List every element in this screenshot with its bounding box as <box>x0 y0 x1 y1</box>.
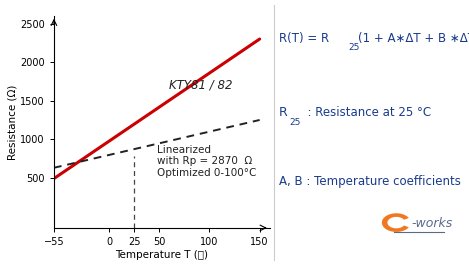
Text: -works: -works <box>411 217 453 230</box>
Text: Linearized
with Rp = 2870  Ω
Optimized 0-100°C: Linearized with Rp = 2870 Ω Optimized 0-… <box>157 145 257 178</box>
Text: R: R <box>279 106 288 119</box>
Text: KTY81 / 82: KTY81 / 82 <box>169 78 233 91</box>
Text: 25: 25 <box>289 118 301 127</box>
X-axis label: Temperature T (刼): Temperature T (刼) <box>115 250 208 260</box>
Wedge shape <box>382 213 409 232</box>
Text: : Resistance at 25 °C: : Resistance at 25 °C <box>300 106 431 119</box>
Text: A, B : Temperature coefficients: A, B : Temperature coefficients <box>279 175 461 188</box>
Text: 25: 25 <box>348 43 360 52</box>
Y-axis label: Resistance (Ω): Resistance (Ω) <box>8 84 17 160</box>
Text: (1 + A∗ΔT + B ∗ΔT²): (1 + A∗ΔT + B ∗ΔT²) <box>358 32 469 45</box>
Text: R(T) = R: R(T) = R <box>279 32 329 45</box>
